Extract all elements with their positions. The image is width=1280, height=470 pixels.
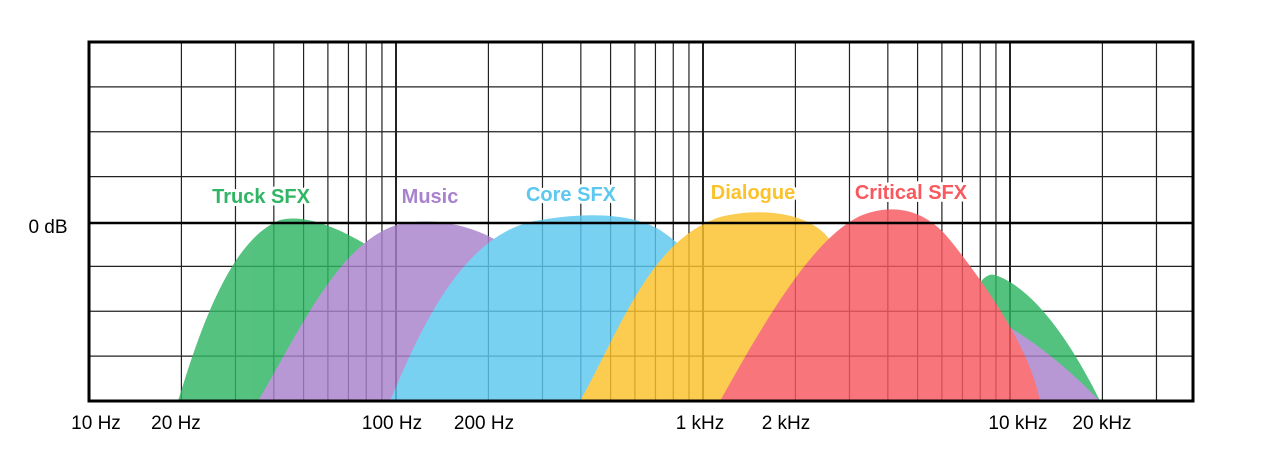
frequency-label: 100 Hz [362, 413, 422, 434]
bands [178, 209, 1100, 401]
band-labels: Truck SFX Music Core SFX Dialogue Critic… [209, 179, 971, 211]
frequency-label: 200 Hz [454, 413, 514, 434]
frequency-label: 20 kHz [1072, 413, 1131, 434]
level-label: 0 dB [28, 217, 67, 238]
plot-frame [87, 40, 1195, 403]
frequency-label: 20 Hz [151, 413, 201, 434]
band-label: Music [402, 186, 459, 208]
band-label: Dialogue [711, 182, 795, 204]
frequency-label: 2 kHz [762, 413, 811, 434]
band-label: Critical SFX [855, 182, 968, 204]
frequency-label: 10 Hz [71, 413, 121, 434]
frequency-labels: 10 Hz 20 Hz 100 Hz 200 Hz 1 kHz 2 kHz 10… [71, 413, 1131, 434]
frequency-label: 10 kHz [988, 413, 1047, 434]
critical-sfx-area [720, 209, 1040, 401]
band-label: Core SFX [526, 184, 617, 206]
frequency-label: 1 kHz [676, 413, 725, 434]
band-label: Truck SFX [212, 186, 310, 208]
